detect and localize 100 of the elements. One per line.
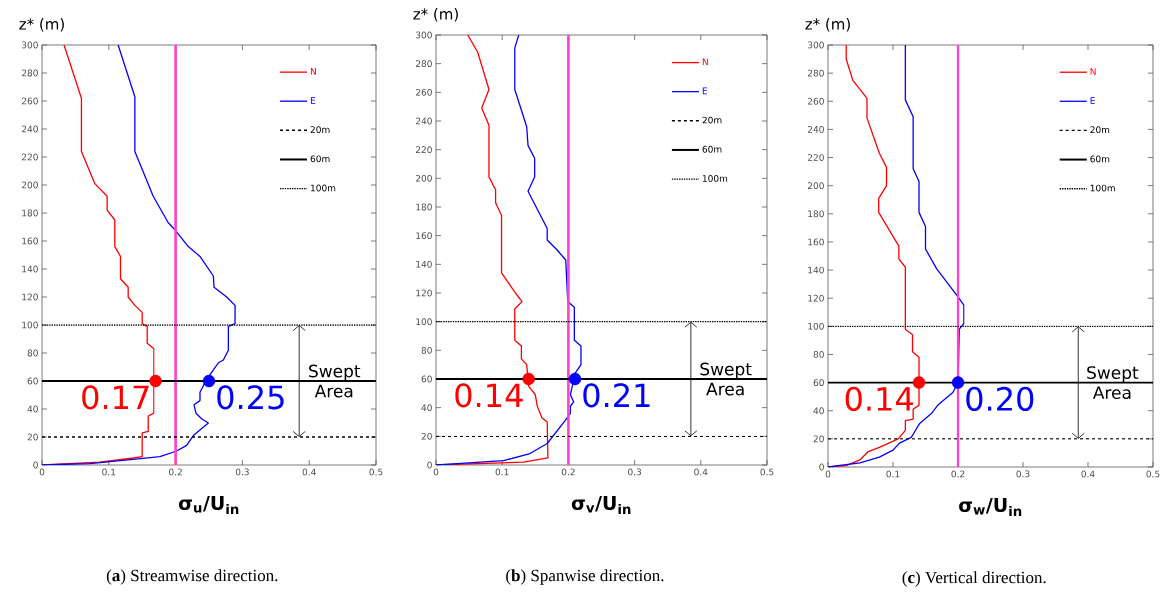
- y-tick-label: 80: [27, 349, 38, 357]
- y-tick-label: 220: [807, 154, 824, 161]
- y-tick-label: 100: [22, 321, 38, 329]
- annotation: Swept Area: [1087, 366, 1139, 400]
- legend-label: 100m: [311, 184, 336, 192]
- y-tick-label: 200: [415, 174, 432, 182]
- y-axis-title: z* (m): [19, 18, 64, 32]
- annotation: Swept Area: [309, 364, 361, 398]
- y-tick-label: 20: [813, 435, 824, 443]
- y-tick-label: 100: [416, 318, 432, 326]
- y-tick-label: 0: [427, 461, 432, 469]
- x-tick-label: 0.5: [760, 468, 774, 476]
- annotation: 0.21: [583, 383, 650, 408]
- x-tick-label: 0.5: [369, 468, 383, 476]
- x-axis-title: σ$_{w}$/U$_{in}$: [959, 498, 1022, 516]
- x-tick-label: 0.4: [1081, 470, 1095, 478]
- y-tick-label: 200: [21, 181, 38, 189]
- line-series: [828, 45, 965, 467]
- x-tick-label: 0.1: [102, 468, 116, 476]
- y-tick-label: 280: [415, 60, 432, 68]
- legend-label: 100m: [1090, 184, 1115, 192]
- x-tick-label: 0.3: [628, 468, 642, 476]
- legend-label: E: [310, 97, 316, 104]
- y-tick-label: 120: [416, 289, 432, 297]
- annotation: 0.14: [845, 386, 913, 411]
- y-tick-label: 60: [813, 379, 824, 386]
- x-tick-label: 0.2: [951, 470, 965, 478]
- annotation: 0.25: [217, 385, 284, 410]
- y-tick-label: 0: [33, 461, 38, 469]
- text: (c) Vertical direction.: [902, 571, 1046, 587]
- y-tick-label: 180: [22, 209, 38, 217]
- y-tick-label: 40: [421, 404, 432, 412]
- y-axis-title: z* (m): [413, 8, 458, 22]
- y-tick-label: 80: [813, 351, 824, 358]
- annotation: Swept Area: [700, 362, 752, 396]
- legend-label: 60m: [1090, 155, 1110, 163]
- legend-label: N: [310, 68, 316, 75]
- legend-label: E: [1090, 97, 1095, 104]
- y-tick-label: 260: [21, 97, 38, 105]
- y-tick-label: 20: [421, 432, 432, 440]
- y-tick-label: 260: [807, 97, 824, 105]
- y-tick-label: 40: [27, 405, 38, 413]
- y-tick-label: 160: [808, 238, 824, 246]
- legend-label: 20m: [1090, 126, 1110, 134]
- x-tick-label: 0.1: [886, 470, 900, 478]
- x-axis-title: σ$_{u}$/U$_{in}$: [178, 496, 239, 514]
- x-tick-label: 0.2: [169, 468, 182, 476]
- y-tick-label: 160: [22, 237, 38, 245]
- y-tick-label: 160: [416, 232, 432, 240]
- text: (b) Spanwise direction.: [506, 569, 664, 585]
- y-tick-label: 60: [27, 377, 38, 385]
- annotation: 0.14: [455, 383, 523, 408]
- legend-label: N: [1090, 68, 1096, 75]
- y-axis-title: z* (m): [805, 18, 850, 32]
- y-tick-label: 220: [21, 153, 38, 161]
- y-tick-label: 140: [808, 266, 824, 274]
- y-tick-label: 280: [21, 69, 38, 77]
- y-tick-label: 120: [808, 294, 824, 302]
- annotation: 0.17: [82, 385, 149, 410]
- x-tick-label: 0: [825, 470, 831, 478]
- x-tick-label: 0.4: [694, 468, 708, 476]
- legend-label: E: [702, 87, 708, 95]
- y-tick-label: 140: [22, 265, 38, 273]
- x-axis-title: σ$_{v}$/U$_{in}$: [571, 496, 631, 514]
- legend-label: 100m: [702, 175, 728, 182]
- y-tick-label: 240: [21, 125, 38, 133]
- x-tick-label: 0.5: [1146, 470, 1160, 478]
- y-tick-label: 140: [416, 260, 432, 268]
- y-tick-label: 200: [807, 182, 824, 190]
- x-tick-label: 0: [39, 468, 45, 476]
- x-tick-label: 0.1: [495, 468, 509, 476]
- y-tick-label: 240: [415, 117, 432, 125]
- legend-label: 60m: [310, 155, 330, 163]
- y-tick-label: 0: [819, 463, 824, 471]
- y-tick-label: 60: [421, 375, 432, 383]
- x-tick-label: 0.4: [302, 468, 316, 476]
- y-tick-label: 40: [813, 407, 824, 415]
- y-tick-label: 300: [807, 41, 824, 49]
- x-tick-label: 0: [433, 468, 439, 476]
- annotation: 0.20: [966, 386, 1034, 411]
- y-tick-label: 240: [807, 125, 824, 133]
- x-tick-label: 0.3: [1016, 470, 1030, 478]
- y-tick-label: 260: [415, 88, 432, 96]
- y-tick-label: 80: [421, 346, 432, 354]
- legend-label: N: [702, 58, 708, 66]
- y-tick-label: 20: [27, 433, 38, 441]
- x-tick-label: 0.2: [561, 468, 575, 476]
- legend-label: 20m: [310, 126, 330, 134]
- y-tick-label: 120: [22, 293, 38, 301]
- y-tick-label: 100: [808, 322, 824, 330]
- y-tick-label: 220: [415, 146, 432, 154]
- y-tick-label: 300: [415, 31, 432, 39]
- y-tick-label: 180: [808, 210, 824, 218]
- legend-label: 20m: [702, 116, 722, 124]
- text: (a) Streamwise direction.: [106, 569, 278, 585]
- y-tick-label: 180: [416, 203, 432, 211]
- y-tick-label: 280: [807, 69, 824, 77]
- y-tick-label: 300: [21, 41, 38, 49]
- line-series: [436, 35, 582, 465]
- x-tick-label: 0.3: [235, 468, 249, 476]
